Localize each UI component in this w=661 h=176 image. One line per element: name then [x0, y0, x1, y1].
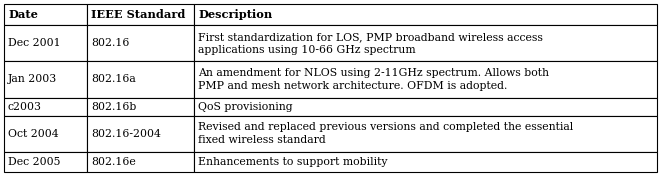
- Bar: [194, 98, 657, 116]
- Bar: [4, 4, 87, 25]
- Bar: [194, 116, 657, 152]
- Text: 802.16e: 802.16e: [91, 157, 136, 167]
- Text: Date: Date: [8, 9, 38, 20]
- Text: Dec 2005: Dec 2005: [8, 157, 60, 167]
- Text: c2003: c2003: [8, 102, 42, 112]
- Text: Enhancements to support mobility: Enhancements to support mobility: [198, 157, 387, 167]
- Bar: [87, 25, 194, 61]
- Bar: [87, 98, 194, 116]
- Text: QoS provisioning: QoS provisioning: [198, 102, 293, 112]
- Bar: [194, 4, 657, 25]
- Text: First standardization for LOS, PMP broadband wireless access
applications using : First standardization for LOS, PMP broad…: [198, 32, 543, 55]
- Bar: [87, 61, 194, 98]
- Text: Revised and replaced previous versions and completed the essential
fixed wireles: Revised and replaced previous versions a…: [198, 122, 574, 145]
- Bar: [194, 25, 657, 61]
- Bar: [4, 61, 87, 98]
- Text: IEEE Standard: IEEE Standard: [91, 9, 186, 20]
- Text: 802.16b: 802.16b: [91, 102, 137, 112]
- Text: 802.16a: 802.16a: [91, 74, 136, 84]
- Text: Dec 2001: Dec 2001: [8, 38, 61, 48]
- Bar: [4, 116, 87, 152]
- Bar: [4, 152, 87, 172]
- Text: Oct 2004: Oct 2004: [8, 129, 59, 139]
- Text: 802.16: 802.16: [91, 38, 130, 48]
- Bar: [87, 116, 194, 152]
- Text: Description: Description: [198, 9, 272, 20]
- Bar: [4, 98, 87, 116]
- Bar: [194, 61, 657, 98]
- Bar: [87, 4, 194, 25]
- Text: Jan 2003: Jan 2003: [8, 74, 58, 84]
- Text: 802.16-2004: 802.16-2004: [91, 129, 161, 139]
- Bar: [87, 152, 194, 172]
- Bar: [194, 152, 657, 172]
- Text: An amendment for NLOS using 2-11GHz spectrum. Allows both
PMP and mesh network a: An amendment for NLOS using 2-11GHz spec…: [198, 68, 549, 91]
- Bar: [4, 25, 87, 61]
